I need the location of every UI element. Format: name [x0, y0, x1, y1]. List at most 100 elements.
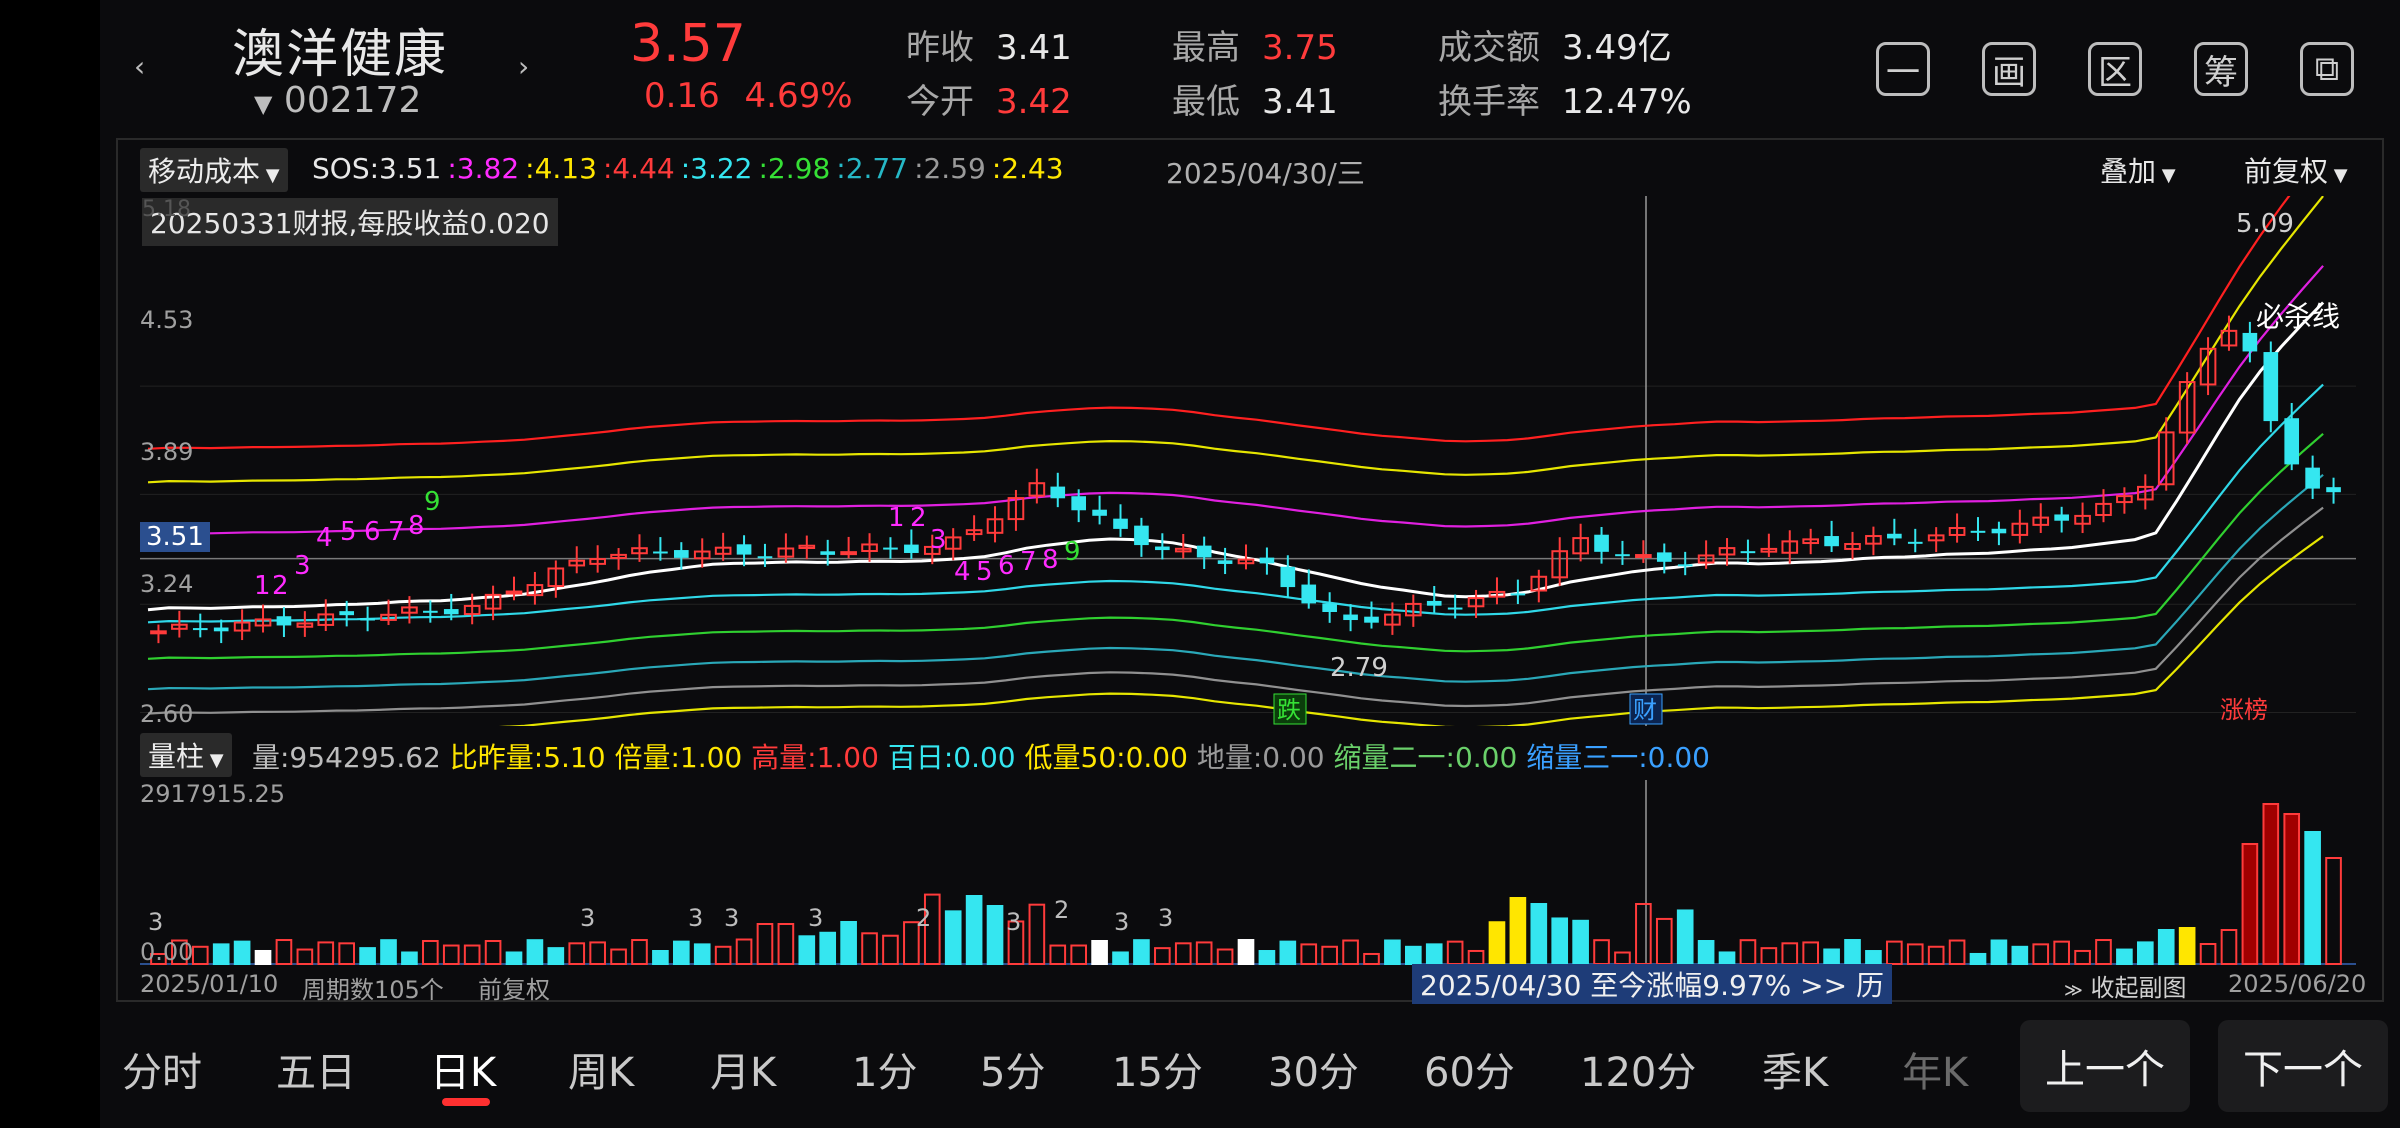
volume-bar [756, 923, 774, 965]
tab-5[interactable]: 1分 [852, 1050, 918, 1096]
volume-bar [380, 939, 397, 966]
candle-body-up [714, 546, 732, 555]
volume-selector[interactable]: 量柱 ▼ [140, 733, 232, 777]
volume-number: 3 [1158, 904, 1173, 932]
volume-bar [2304, 831, 2321, 965]
stock-code-group[interactable]: ▼ 002172 [254, 80, 421, 121]
volume-bar [2136, 941, 2154, 965]
tab-9[interactable]: 60分 [1424, 1050, 1515, 1096]
volume-bar [547, 947, 565, 966]
volume-bar [903, 921, 920, 966]
tab-11[interactable]: 季K [1762, 1050, 1829, 1096]
zhangbang-marker: 涨榜 [2220, 696, 2268, 724]
volume-bar [233, 940, 251, 966]
volume-legend-item-5: 低量50:0.00 [1015, 741, 1188, 774]
range-button[interactable]: 区 [2088, 42, 2142, 96]
candle-body-up [923, 545, 941, 555]
candle-body-up [631, 547, 648, 555]
prev-stock-arrow[interactable]: ‹ [134, 50, 146, 83]
tab-7[interactable]: 15分 [1112, 1050, 1203, 1096]
candle-body-up [233, 621, 251, 632]
volume-bar [1154, 947, 1171, 966]
tab-12[interactable]: 年K [1902, 1050, 1969, 1096]
cost-line-2 [147, 265, 2324, 536]
indicator-selector-label: 移动成本 [148, 155, 261, 188]
candle-body-up [693, 550, 711, 560]
draw-button[interactable]: 画 [1982, 42, 2036, 96]
candle-body-down [1991, 528, 2007, 534]
sos-value-7: :2.59 [914, 152, 986, 185]
rotate-button[interactable]: ⧉ [2300, 42, 2354, 96]
caret-down-icon: ▼ [254, 90, 273, 118]
tab-6[interactable]: 5分 [980, 1050, 1046, 1096]
volume-bar [1572, 919, 1589, 966]
tab-4[interactable]: 月K [710, 1050, 777, 1096]
candle-body-up [568, 559, 586, 567]
volume-bar [1948, 939, 1966, 966]
volume-bar [1404, 945, 1422, 966]
overlay-selector[interactable]: 叠加 ▼ [2100, 150, 2176, 190]
volume-bar [986, 905, 1004, 965]
collapse-subchart-button[interactable]: ≫ 收起副图 [2064, 968, 2186, 1003]
tab-8[interactable]: 30分 [1268, 1050, 1359, 1096]
range-banner[interactable]: 2025/04/30 至今涨幅9.97% >> 历 [1412, 964, 1892, 1004]
volume-number: 3 [1114, 908, 1129, 936]
quote-value: 3.41 [1262, 82, 1338, 122]
volume-bar [359, 947, 376, 965]
caret-down-icon: ▼ [204, 750, 224, 771]
minimize-button[interactable]: 一 [1876, 42, 1930, 96]
indicator-selector[interactable]: 移动成本 ▼ [140, 148, 288, 192]
candle-body-down [1615, 554, 1630, 557]
tab-3[interactable]: 周K [568, 1050, 635, 1096]
candlestick-chart[interactable]: 5.092.79必杀线5.181 234 5 6 7 891 234 5 6 7 8 9跌财涨榜 [140, 196, 2356, 726]
next-stock-arrow[interactable]: › [518, 50, 530, 83]
candle-body-down [360, 618, 375, 621]
candle-body-up [1028, 482, 1046, 497]
tab-0[interactable]: 分时 [122, 1050, 202, 1096]
volume-bar [1028, 903, 1046, 965]
candle-body-down [1071, 496, 1087, 511]
candle-body-down [1594, 534, 1609, 552]
sos-value-8: :2.43 [991, 152, 1064, 185]
sos-label: SOS: [312, 152, 380, 185]
cursor-date: 2025/04/30/三 [1166, 157, 1365, 190]
candle-body-down [1217, 560, 1233, 564]
volume-bar [1655, 917, 1673, 966]
candle-body-up [1467, 597, 1485, 608]
candle-body-down [2263, 352, 2279, 422]
adjust-selector[interactable]: 前复权 ▼ [2244, 150, 2348, 190]
volume-legend: 量:954295.62 比昨量:5.10 倍量:1.00 高量:1.00 百日:… [252, 736, 1710, 776]
tab-10[interactable]: 120分 [1580, 1050, 1697, 1096]
candle-body-down [2305, 467, 2320, 489]
volume-max-label: 2917915.25 [140, 780, 286, 808]
candle-body-up [2095, 502, 2112, 516]
tab-2[interactable]: 日K [430, 1050, 497, 1096]
collapse-label: 收起副图 [2090, 974, 2187, 1002]
next-button[interactable]: 下一个 [2218, 1020, 2388, 1112]
cost-line-8 [498, 535, 2324, 726]
volume-bar [1070, 944, 1088, 965]
volume-bar [1551, 917, 1569, 965]
tab-1[interactable]: 五日 [276, 1050, 356, 1096]
candle-body-up [2220, 329, 2238, 347]
chips-button[interactable]: 筹 [2194, 42, 2248, 96]
candle-body-up [171, 623, 188, 630]
candle-body-up [380, 613, 397, 621]
end-date: 2025/06/20 [2228, 970, 2367, 998]
candle-body-up [1718, 547, 1736, 556]
overlay-selector-label: 叠加 [2100, 155, 2157, 188]
sos-value-2: :4.13 [525, 152, 597, 185]
volume-bar [735, 938, 753, 965]
prev-button[interactable]: 上一个 [2020, 1020, 2190, 1112]
volume-bar [2157, 929, 2175, 965]
candle-body-down [1322, 603, 1337, 613]
candle-body-up [1404, 602, 1422, 617]
volume-bar [1906, 943, 1924, 966]
volume-bar [442, 944, 460, 965]
volume-bar [1258, 950, 1276, 965]
candle-body-up [2199, 347, 2217, 386]
volume-bar [2283, 813, 2301, 965]
volume-bar [401, 951, 418, 966]
volume-legend-item-3: 高量:1.00 [742, 741, 879, 774]
